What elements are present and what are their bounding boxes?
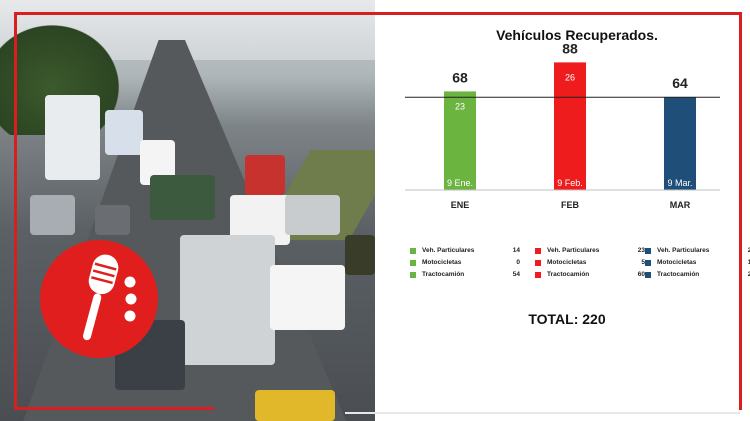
legend-swatch [410,259,416,266]
legend-value: 5 [641,259,645,266]
legend-label: Veh. Particulares [657,247,710,254]
legend-swatch [645,259,651,266]
legend-swatch [410,271,416,278]
legend-label: Veh. Particulares [422,247,475,254]
legend-label: Motocicletas [547,259,587,266]
legend-label: Motocicletas [657,259,697,266]
legend-item: Tractocamión 60 [535,269,645,280]
legend-value: 0 [516,259,520,266]
legend-group: Veh. Particulares 14 Motocicletas 0 Tractoca… [410,245,520,281]
legend-value: 12 [747,259,750,266]
legend-swatch [645,271,651,278]
microphone-badge [40,240,158,358]
legend-swatch [535,247,541,254]
legend-label: Tractocamión [422,271,465,278]
legend-item: Veh. Particulares 22 [645,245,750,256]
bar-chart: 68 23 9 Ene. ENE 88 26 9 Feb. FEB 64 9 Mar. MAR [405,40,720,210]
legend-item: Tractocamión 29 [645,269,750,280]
legend-label: Motocicletas [422,259,462,266]
bar-mar [664,97,696,190]
bar-feb [554,62,586,190]
legend-value: 22 [747,247,750,254]
legend-item: Veh. Particulares 14 [410,245,520,256]
legend-item: Motocicletas 5 [535,257,645,268]
frame-right-line [739,12,742,410]
frame-left-line [14,12,17,410]
chart-title: Vehículos Recuperados. [496,27,658,43]
legend-label: Veh. Particulares [547,247,600,254]
legend-value: 23 [637,247,645,254]
legend-label: Tractocamión [547,271,590,278]
traffic-photo [0,0,375,421]
legend-group: Veh. Particulares 23 Motocicletas 5 Tractoca… [535,245,645,281]
legend-value: 54 [512,271,520,278]
legend-swatch [535,271,541,278]
frame-bottom-white-line [345,412,740,414]
bar-ene [444,91,476,190]
microphone-icon [82,254,137,341]
legend-swatch [410,247,416,254]
legend-group: Veh. Particulares 22 Motocicletas 12 Tractoc… [645,245,750,281]
legend-value: 29 [747,271,750,278]
bar-date-label: 9 Feb. [557,178,583,188]
bar-date-label: 9 Mar. [667,178,692,188]
bar-date-label: 9 Ene. [447,178,473,188]
category-tick-label: MAR [670,200,691,210]
legend-value: 14 [512,247,520,254]
frame-bottom-line [14,407,214,410]
bar-value-label: 64 [672,75,688,91]
bar-inner-label: 23 [455,101,465,111]
legend-item: Tractocamión 54 [410,269,520,280]
legend-item: Motocicletas 0 [410,257,520,268]
bar-value-label: 88 [562,40,578,56]
chart-panel: Vehículos Recuperados. 68 23 9 Ene. ENE 88 26… [375,15,750,407]
legend-swatch [535,259,541,266]
category-tick-label: ENE [451,200,470,210]
legend-value: 60 [637,271,645,278]
frame-top-line [14,12,742,15]
legend-label: Tractocamión [657,271,700,278]
category-tick-label: FEB [561,200,580,210]
legend-item: Veh. Particulares 23 [535,245,645,256]
total-label: TOTAL: 220 [528,311,606,327]
bar-inner-label: 26 [565,72,575,82]
legend-swatch [645,247,651,254]
bar-value-label: 68 [452,69,468,85]
legend-item: Motocicletas 12 [645,257,750,268]
